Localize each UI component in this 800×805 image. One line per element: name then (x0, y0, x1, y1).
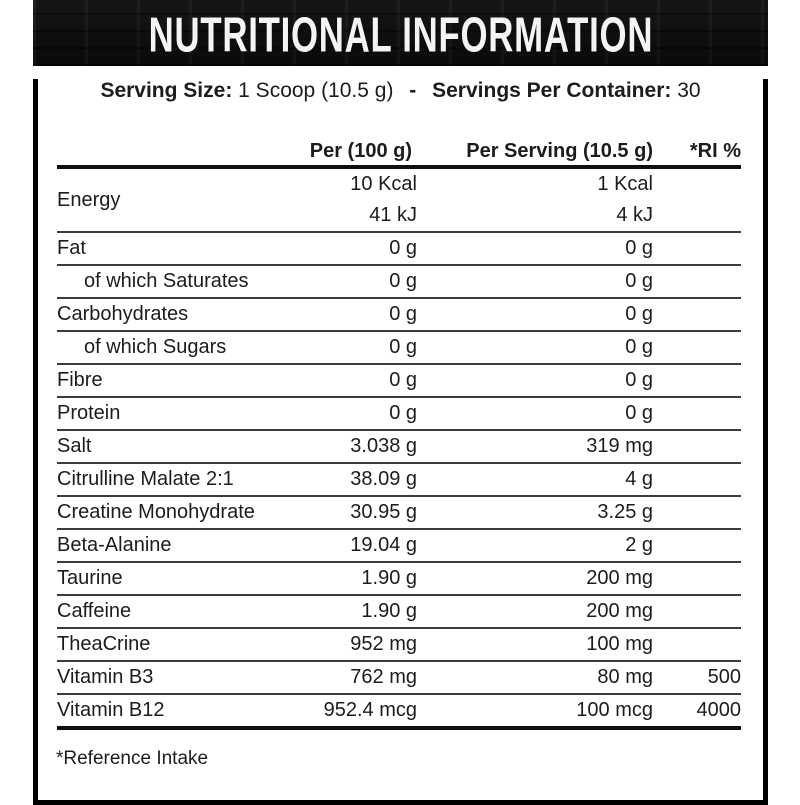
ri-value (657, 233, 741, 264)
table-row: Citrulline Malate 2:1 38.09 g 4 g (57, 464, 741, 497)
ri-value (657, 431, 741, 462)
per-100g-value: 952 mg (350, 633, 417, 655)
nutrient-name: Fibre (57, 369, 103, 391)
nutrition-table: Per (100 g) Per Serving (10.5 g) *RI % E… (57, 136, 741, 730)
table-row: Beta-Alanine 19.04 g 2 g (57, 530, 741, 563)
per-100g-value: 38.09 g (350, 468, 417, 490)
nutrient-name: Vitamin B3 (57, 666, 154, 688)
reference-intake-footnote: *Reference Intake (56, 748, 209, 769)
table-row: of which Saturates 0 g 0 g (57, 266, 741, 299)
nutrient-name: Citrulline Malate 2:1 (57, 468, 234, 490)
table-row: TheaCrine 952 mg 100 mg (57, 629, 741, 662)
serving-separator: - (409, 79, 417, 102)
nutrient-name: Taurine (57, 567, 123, 589)
ri-value (657, 629, 741, 660)
per-100g-value: 1.90 g (361, 600, 417, 622)
per-serving-value: 1 Kcal 4 kJ (597, 173, 653, 226)
per-100g-value: 762 mg (350, 666, 417, 688)
per-serving-value: 80 mg (597, 666, 653, 688)
ri-value (657, 365, 741, 396)
serving-size-value: 1 Scoop (10.5 g) (238, 79, 394, 102)
ri-value (657, 266, 741, 297)
serving-info-line: Serving Size: 1 Scoop (10.5 g) - Serving… (38, 79, 763, 103)
per-serving-value: 0 g (625, 336, 653, 358)
per-serving-value: 0 g (625, 270, 653, 292)
per-100g-value: 0 g (389, 303, 417, 325)
per-100g-value: 3.038 g (350, 435, 417, 457)
ri-value (657, 299, 741, 330)
table-row: Taurine 1.90 g 200 mg (57, 563, 741, 596)
nutrient-name: TheaCrine (57, 633, 151, 655)
nutrient-name: Salt (57, 435, 92, 457)
ri-value (657, 185, 741, 216)
nutrient-name: of which Sugars (84, 336, 227, 358)
per-serving-value: 100 mcg (576, 699, 653, 721)
per-serving-value: 3.25 g (597, 501, 653, 523)
per-serving-value: 200 mg (586, 600, 653, 622)
per-100g-value: 0 g (389, 369, 417, 391)
table-row: Salt 3.038 g 319 mg (57, 431, 741, 464)
table-header-row: Per (100 g) Per Serving (10.5 g) *RI % (57, 136, 741, 169)
label-header-bar: NUTRITIONAL INFORMATION (33, 0, 768, 66)
ri-value (657, 398, 741, 429)
nutrition-label: NUTRITIONAL INFORMATION Serving Size: 1 … (33, 0, 768, 805)
per-serving-value: 0 g (625, 369, 653, 391)
servings-per-container-label: Servings Per Container: (432, 79, 672, 102)
table-row: Creatine Monohydrate 30.95 g 3.25 g (57, 497, 741, 530)
per-100g-value: 952.4 mcg (323, 699, 417, 721)
ri-value (657, 497, 741, 528)
table-row: Vitamin B3 762 mg 80 mg 500 (57, 662, 741, 695)
per-serving-value: 2 g (625, 534, 653, 556)
nutrient-name: Carbohydrates (57, 303, 189, 325)
ri-value (657, 563, 741, 594)
nutrient-name: Fat (57, 237, 86, 259)
per-serving-value: 4 g (625, 468, 653, 490)
per-serving-value: 0 g (625, 303, 653, 325)
servings-per-container-value: 30 (677, 79, 701, 102)
per-serving-value: 100 mg (586, 633, 653, 655)
per-serving-value: 0 g (625, 237, 653, 259)
per-100g-value: 1.90 g (361, 567, 417, 589)
ri-value: 4000 (696, 699, 742, 721)
per-100g-value: 0 g (389, 402, 417, 424)
per-100g-value: 0 g (389, 270, 417, 292)
per-serving-value: 0 g (625, 402, 653, 424)
header-ri-column: *RI % (689, 140, 741, 162)
nutrient-name: Energy (57, 188, 121, 211)
label-title: NUTRITIONAL INFORMATION (148, 6, 653, 62)
per-100g-value: 0 g (389, 237, 417, 259)
ri-value: 500 (707, 666, 741, 688)
nutrient-name: Creatine Monohydrate (57, 501, 255, 523)
header-per-100g-column: Per (100 g) (309, 140, 412, 162)
nutrient-name: Protein (57, 402, 121, 424)
table-row: Caffeine 1.90 g 200 mg (57, 596, 741, 629)
table-row: Vitamin B12 952.4 mcg 100 mcg 4000 (57, 695, 741, 730)
nutrient-name: Caffeine (57, 600, 132, 622)
per-serving-value: 200 mg (586, 567, 653, 589)
table-row: Fat 0 g 0 g (57, 233, 741, 266)
per-serving-value: 319 mg (586, 435, 653, 457)
ri-value (657, 332, 741, 363)
nutrient-name: of which Saturates (84, 270, 249, 292)
label-body: Serving Size: 1 Scoop (10.5 g) - Serving… (33, 79, 768, 805)
table-row: Carbohydrates 0 g 0 g (57, 299, 741, 332)
per-100g-value: 10 Kcal 41 kJ (350, 173, 417, 226)
per-100g-value: 0 g (389, 336, 417, 358)
nutrient-name: Vitamin B12 (57, 699, 165, 721)
table-row: Protein 0 g 0 g (57, 398, 741, 431)
header-per-serving-column: Per Serving (10.5 g) (466, 140, 653, 162)
nutrient-name: Beta-Alanine (57, 534, 172, 556)
table-row: Fibre 0 g 0 g (57, 365, 741, 398)
ri-value (657, 464, 741, 495)
ri-value (657, 530, 741, 561)
per-100g-value: 19.04 g (350, 534, 417, 556)
table-row: of which Sugars 0 g 0 g (57, 332, 741, 365)
serving-size-label: Serving Size: (100, 79, 233, 102)
table-row: Energy 10 Kcal 41 kJ 1 Kcal 4 kJ (57, 169, 741, 233)
ri-value (657, 596, 741, 627)
per-100g-value: 30.95 g (350, 501, 417, 523)
